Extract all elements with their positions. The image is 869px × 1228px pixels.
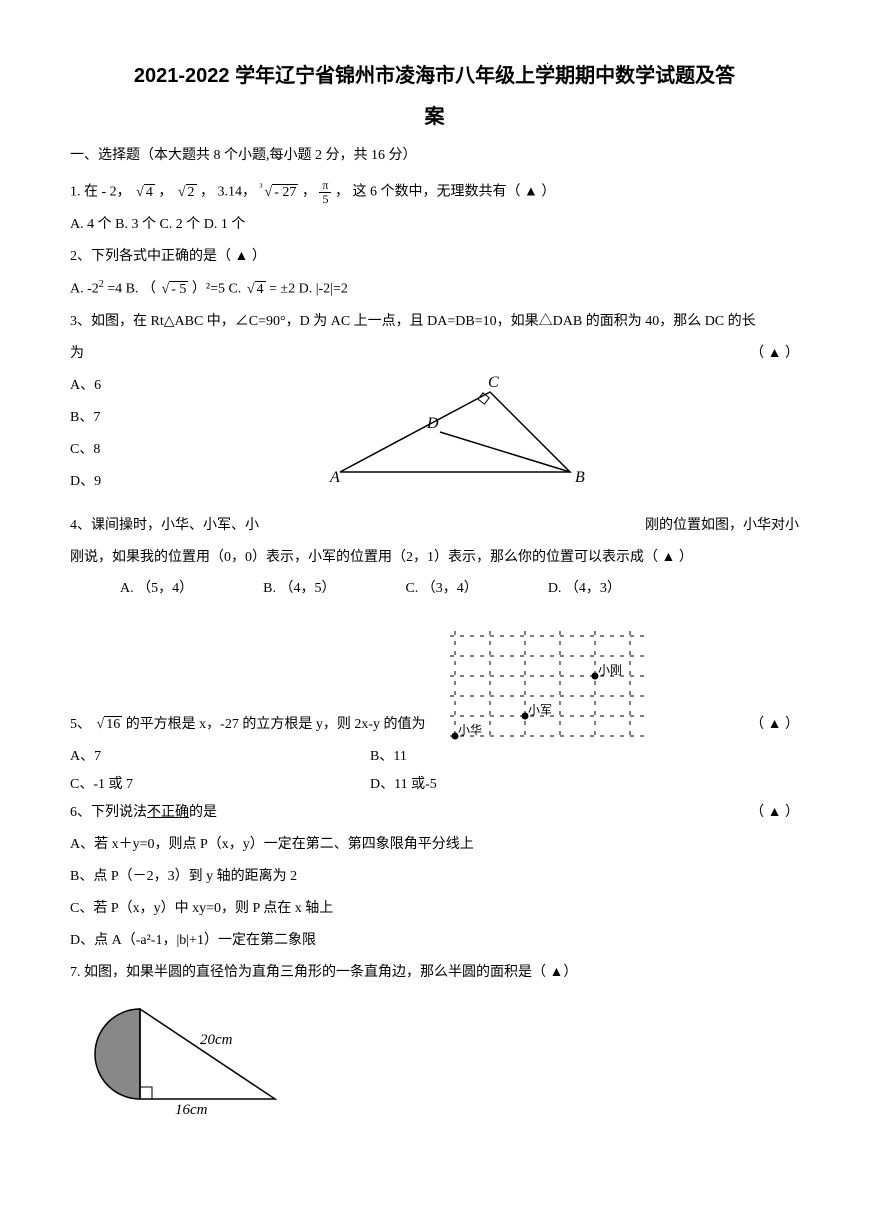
q7-figure: 20cm 16cm xyxy=(80,999,300,1119)
page-dot: . xyxy=(546,55,549,67)
q1-frac-num: π xyxy=(319,179,331,193)
page-title-line1: 2021-2022 学年辽宁省锦州市凌海市八年级上学期期中数学试题及答 xyxy=(70,60,799,92)
question-4-line2: 刚说，如果我的位置用（0，0）表示，小军的位置用（2，1）表示，那么你的位置可以… xyxy=(70,544,799,572)
q7-label-16: 16cm xyxy=(175,1102,208,1118)
q5-mid: 的平方根是 x，-27 的立方根是 y，则 2x-y 的值为 xyxy=(126,717,426,732)
q5-opt-d: D、11 或-5 xyxy=(370,771,799,799)
sqrt-icon xyxy=(247,282,255,297)
q6-pre: 6、下列说法 xyxy=(70,805,147,820)
q1-cbrt: - 27 xyxy=(272,184,298,200)
q3-opt-c: C、8 xyxy=(70,436,170,464)
q6-right: （ ▲ ） xyxy=(750,799,799,827)
q5-options: A、7 B、11 C、-1 或 7 D、11 或-5 xyxy=(70,743,799,799)
q6-underline: 不正确 xyxy=(147,805,189,820)
q6-opt-a: A、若 x＋y=0，则点 P（x，y）一定在第二、第四象限角平分线上 xyxy=(70,831,799,859)
q1-comma2: ， 3.14， xyxy=(200,185,256,200)
q7-label-20: 20cm xyxy=(200,1032,233,1048)
q4-opt-c: C. （3，4） xyxy=(405,576,477,601)
q3-opt-a: A、6 xyxy=(70,372,170,400)
question-1: 1. 在 - 2， 4 ， 2 ， 3.14， ³- 27 ， π 5 ， 这 … xyxy=(70,178,799,207)
q5-opt-a: A、7 xyxy=(70,743,370,771)
q4-line1-pre: 4、课间操时，小华、小军、小 xyxy=(70,512,259,540)
q3-container: A、6 B、7 C、8 D、9 A B C D xyxy=(70,372,799,512)
q2-options: A. -22 =4 B. （ - 5 ）²=5 C. 4 = ±2 D. |-2… xyxy=(70,275,799,304)
q4-options: A. （5，4） B. （4，5） C. （3，4） D. （4，3） xyxy=(70,576,799,601)
q4-opt-d: D. （4，3） xyxy=(548,576,621,601)
q1-frac-den: 5 xyxy=(319,193,331,206)
q4-label-jun: 小军 xyxy=(528,703,552,717)
q2-c-post: = ±2 D. |-2|=2 xyxy=(269,282,348,297)
q6-opt-d: D、点 A（-a²-1，|b|+1）一定在第二象限 xyxy=(70,927,799,955)
q2-sqrt-neg5: - 5 xyxy=(169,281,188,297)
q3-opt-d: D、9 xyxy=(70,468,170,496)
q2-sqrt4: 4 xyxy=(255,281,266,297)
q4-line1-post: 刚的位置如图，小华对小 xyxy=(645,512,799,540)
q4-opt-a: A. （5，4） xyxy=(120,576,193,601)
question-3-line1: 3、如图，在 Rt△ABC 中，∠C=90°，D 为 AC 上一点，且 DA=D… xyxy=(70,308,799,336)
q3-line2-right: （ ▲ ） xyxy=(750,340,799,368)
q2-sup: 2 xyxy=(99,279,104,290)
q1-post: ， 这 6 个数中，无理数共有（ ▲ ） xyxy=(335,185,555,200)
q2-b-post: ）²=5 C. xyxy=(192,282,245,297)
q5-opt-c: C、-1 或 7 xyxy=(70,771,370,799)
q5-right: （ ▲ ） xyxy=(750,711,799,739)
question-6: 6、下列说法不正确的是 （ ▲ ） xyxy=(70,799,799,827)
sqrt-icon xyxy=(178,185,186,200)
q4-grid-figure: 小华 小军 小刚 xyxy=(450,631,650,741)
question-7: 7. 如图，如果半圆的直径恰为直角三角形的一条直角边，那么半圆的面积是（ ▲） xyxy=(70,959,799,987)
q5-opt-b: B、11 xyxy=(370,743,799,771)
q6-post: 的是 xyxy=(189,805,217,820)
q1-fraction: π 5 xyxy=(319,179,331,206)
q1-sqrt4: 4 xyxy=(144,184,155,200)
q6-opt-b: B、点 P（－2，3）到 y 轴的距离为 2 xyxy=(70,863,799,891)
q6-opt-c: C、若 P（x，y）中 xy=0，则 P 点在 x 轴上 xyxy=(70,895,799,923)
question-5: 5、 16 的平方根是 x，-27 的立方根是 y，则 2x-y 的值为 （ ▲… xyxy=(70,711,799,739)
question-2: 2、下列各式中正确的是（ ▲ ） xyxy=(70,243,799,271)
q2-a-pre: A. -2 xyxy=(70,282,99,297)
q5-pre: 5、 xyxy=(70,717,91,732)
q4-label-hua: 小华 xyxy=(458,723,482,737)
q1-sqrt2: 2 xyxy=(186,184,197,200)
q3-opt-b: B、7 xyxy=(70,404,170,432)
page-title-line2: 案 xyxy=(70,100,799,129)
q3-label-D: D xyxy=(426,415,439,432)
q3-label-C: C xyxy=(488,374,499,391)
sqrt-icon xyxy=(136,185,144,200)
q2-a-post: =4 B. （ xyxy=(107,282,156,297)
question-3-line2: 为 （ ▲ ） xyxy=(70,340,799,368)
q3-label-A: A xyxy=(329,469,340,486)
q3-line2-left: 为 xyxy=(70,340,84,368)
question-4-line1: 4、课间操时，小华、小军、小 刚的位置如图，小华对小 xyxy=(70,512,799,540)
q4-label-gang: 小刚 xyxy=(598,663,622,677)
q4-container: 小华 小军 小刚 xyxy=(70,601,799,711)
q3-label-B: B xyxy=(575,469,585,486)
q3-triangle-figure: A B C D xyxy=(320,372,600,492)
q1-options: A. 4 个 B. 3 个 C. 2 个 D. 1 个 xyxy=(70,211,799,239)
q1-comma3: ， xyxy=(302,185,316,200)
q1-comma1: ， xyxy=(158,185,172,200)
section-1-header: 一、选择题（本大题共 8 个小题,每小题 2 分，共 16 分） xyxy=(70,143,799,168)
q5-sqrt16: 16 xyxy=(104,716,122,732)
q1-pre: 1. 在 - 2， xyxy=(70,185,131,200)
q4-opt-b: B. （4，5） xyxy=(263,576,335,601)
